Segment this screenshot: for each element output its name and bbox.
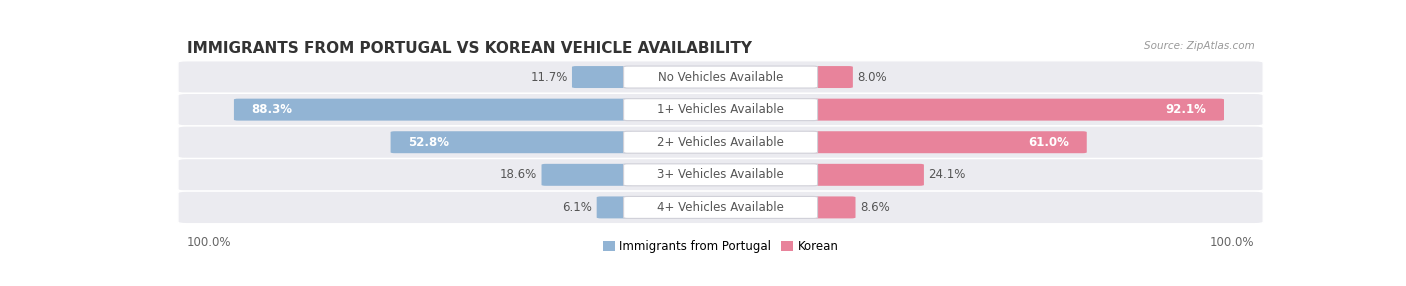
FancyBboxPatch shape: [541, 164, 633, 186]
Text: 3+ Vehicles Available: 3+ Vehicles Available: [657, 168, 785, 181]
FancyBboxPatch shape: [808, 131, 1087, 153]
FancyBboxPatch shape: [596, 196, 633, 219]
FancyBboxPatch shape: [624, 196, 817, 219]
FancyBboxPatch shape: [808, 164, 924, 186]
FancyBboxPatch shape: [233, 99, 633, 121]
Legend: Immigrants from Portugal, Korean: Immigrants from Portugal, Korean: [603, 240, 838, 253]
Text: 18.6%: 18.6%: [501, 168, 537, 181]
Text: 8.0%: 8.0%: [858, 71, 887, 84]
FancyBboxPatch shape: [624, 99, 817, 121]
FancyBboxPatch shape: [808, 66, 853, 88]
FancyBboxPatch shape: [624, 66, 817, 88]
FancyBboxPatch shape: [624, 164, 817, 186]
Text: 88.3%: 88.3%: [252, 103, 292, 116]
FancyBboxPatch shape: [808, 196, 855, 219]
Text: Source: ZipAtlas.com: Source: ZipAtlas.com: [1143, 41, 1254, 51]
Text: IMMIGRANTS FROM PORTUGAL VS KOREAN VEHICLE AVAILABILITY: IMMIGRANTS FROM PORTUGAL VS KOREAN VEHIC…: [187, 41, 752, 56]
FancyBboxPatch shape: [179, 191, 1263, 224]
Text: 52.8%: 52.8%: [408, 136, 449, 149]
Text: 92.1%: 92.1%: [1166, 103, 1206, 116]
Text: 6.1%: 6.1%: [562, 201, 592, 214]
Text: 4+ Vehicles Available: 4+ Vehicles Available: [657, 201, 785, 214]
Text: 100.0%: 100.0%: [187, 236, 231, 249]
Text: 1+ Vehicles Available: 1+ Vehicles Available: [657, 103, 785, 116]
Text: 61.0%: 61.0%: [1028, 136, 1070, 149]
FancyBboxPatch shape: [179, 158, 1263, 191]
FancyBboxPatch shape: [179, 93, 1263, 126]
FancyBboxPatch shape: [391, 131, 633, 153]
Text: 8.6%: 8.6%: [860, 201, 890, 214]
FancyBboxPatch shape: [624, 131, 817, 153]
FancyBboxPatch shape: [572, 66, 633, 88]
FancyBboxPatch shape: [808, 99, 1225, 121]
FancyBboxPatch shape: [179, 126, 1263, 158]
Text: No Vehicles Available: No Vehicles Available: [658, 71, 783, 84]
Text: 24.1%: 24.1%: [928, 168, 966, 181]
Text: 11.7%: 11.7%: [530, 71, 568, 84]
FancyBboxPatch shape: [179, 61, 1263, 93]
Text: 2+ Vehicles Available: 2+ Vehicles Available: [657, 136, 785, 149]
Text: 100.0%: 100.0%: [1211, 236, 1254, 249]
